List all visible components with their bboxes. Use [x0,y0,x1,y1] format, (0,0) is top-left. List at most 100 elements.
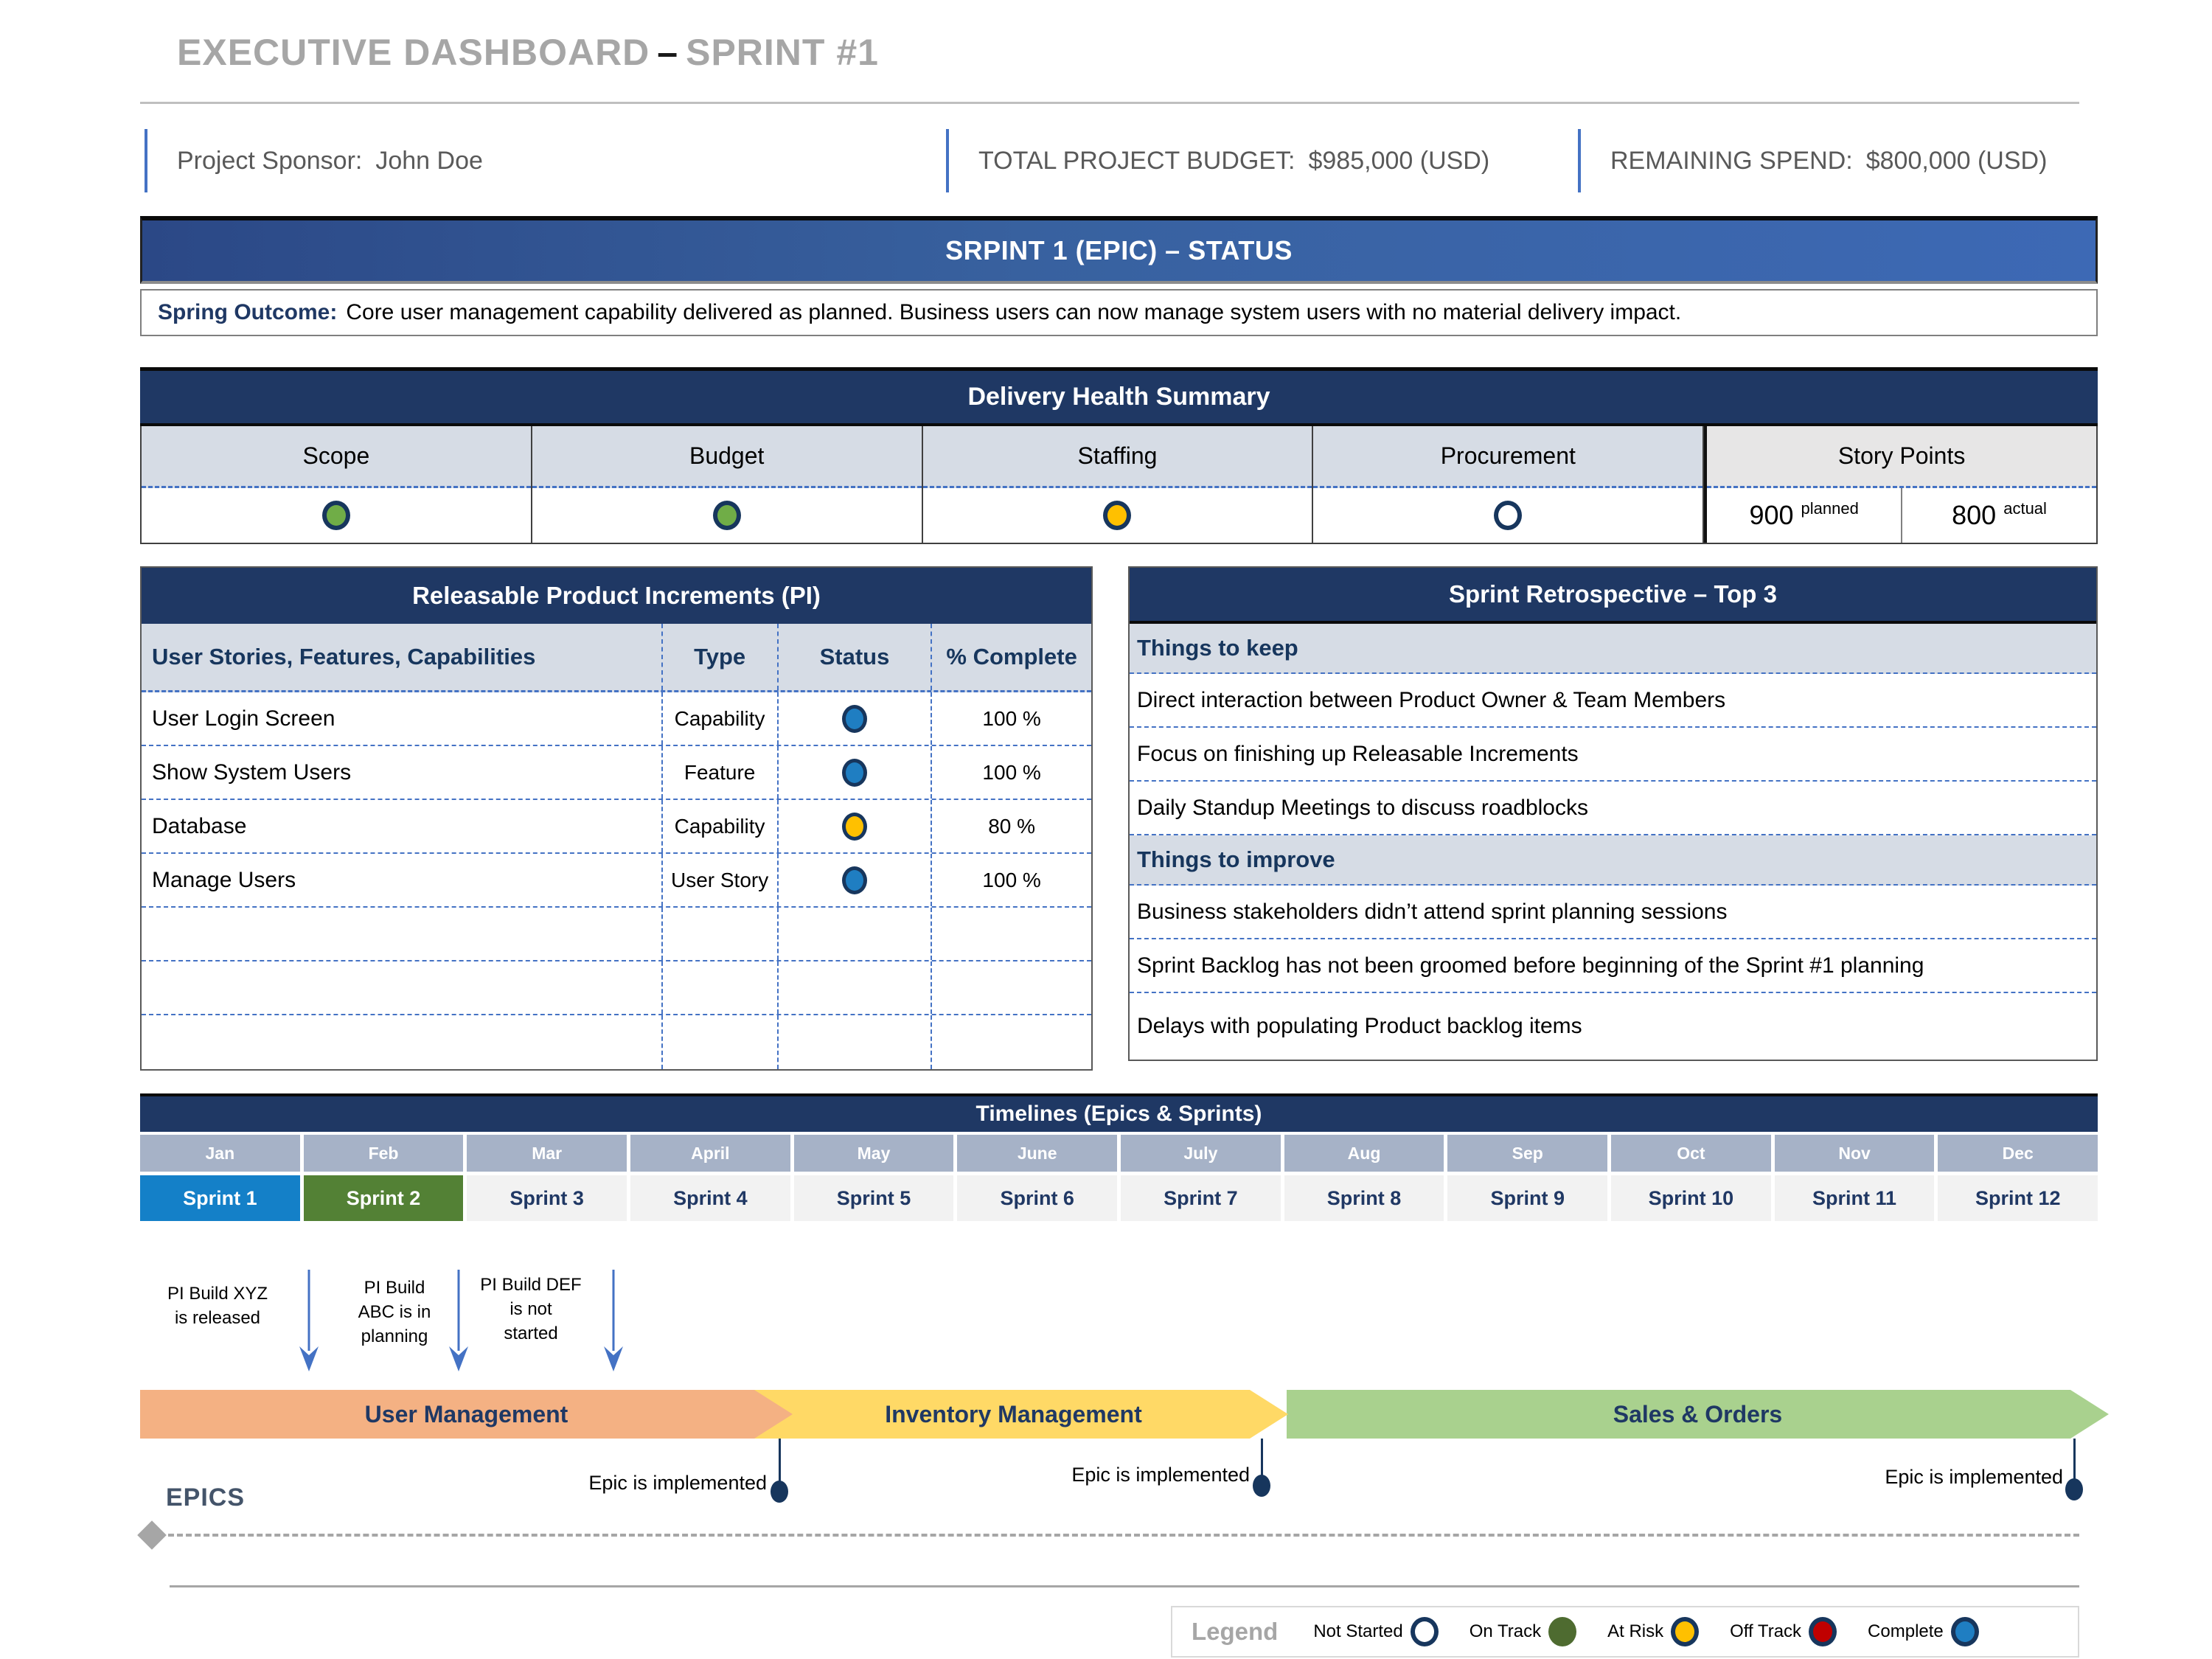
status-dot-complete [841,758,867,787]
pi-cell-status [776,961,931,1014]
sprint-row: Sprint 1 Sprint 2 Sprint 3 Sprint 4 Spri… [140,1175,2098,1221]
marker-line [779,1439,781,1484]
sprint-cell: Sprint 8 [1284,1175,1444,1221]
delivery-health-summary: Delivery Health Summary Scope Budget Sta… [140,367,2098,544]
down-arrow-icon [601,1270,626,1373]
health-col-story-points: Story Points 900 planned 800 actual [1704,426,2096,543]
sprint-status-banner: SRPINT 1 (EPIC) – STATUS [140,216,2098,284]
status-dot-complete [1950,1617,1979,1646]
pi-cell-name: Database [152,813,247,838]
milestone-diamond [137,1520,167,1550]
pi-cell-status [776,800,931,852]
pi-column-headers: User Stories, Features, Capabilities Typ… [142,624,1091,692]
sprint-cell: Sprint 9 [1447,1175,1608,1221]
annotation-pi-build-abc: PI Build ABC is in planning [358,1278,431,1346]
pi-cell-complete [931,961,1091,1014]
month-cell: Dec [1938,1135,2098,1172]
sprint-cell: Sprint 12 [1938,1175,2098,1221]
annotation-pi-build-xyz: PI Build XYZ is released [167,1284,268,1328]
budget-label: TOTAL PROJECT BUDGET: [978,146,1295,175]
pi-cell-name: Show System Users [152,759,352,785]
legend-item-at-risk: At Risk [1607,1617,1700,1646]
month-cell: April [630,1135,790,1172]
bottom-divider [170,1585,2079,1587]
table-row: Show System Users Feature 100 % [142,746,1091,800]
pi-cell-type: Feature [661,746,777,799]
month-cell: Nov [1774,1135,1935,1172]
pi-col-complete: % Complete [931,624,1091,690]
sprint-retrospective-panel: Sprint Retrospective – Top 3 Things to k… [1128,566,2098,1061]
sprint-cell: Sprint 4 [630,1175,790,1221]
epic-implemented-label: Epic is implemented [588,1472,767,1494]
epics-label: EPICS [166,1484,246,1512]
month-cell: Mar [467,1135,627,1172]
pi-cell-complete: 100 % [931,854,1091,906]
pi-cell-complete: 100 % [931,692,1091,745]
month-cell: May [793,1135,954,1172]
remaining-label: REMAINING SPEND: [1610,146,1853,175]
planned-label: planned [1801,499,1859,518]
health-label: Scope [142,426,531,488]
pi-cell-type: Capability [661,800,777,852]
epic-implemented-label: Epic is implemented [1071,1464,1250,1486]
status-dot-complete [841,866,867,894]
outcome-label: Spring Outcome: [158,300,338,324]
pi-cell-complete [931,1015,1091,1069]
epic-bar-sales-orders: Sales & Orders [1287,1390,2109,1439]
list-item: Direct interaction between Product Owner… [1130,674,2096,728]
pi-cell-name [142,1015,661,1069]
table-row: Manage Users User Story 100 % [142,854,1091,908]
milestone-dot [771,1481,788,1503]
legend-item-complete: Complete [1868,1617,1979,1646]
status-dot-complete [841,704,867,733]
pi-cell-type [661,961,777,1014]
health-col-scope: Scope [142,426,532,543]
milestone-dot [2065,1478,2083,1500]
accent-bar [1578,129,1581,192]
health-col-procurement: Procurement [1313,426,1705,543]
retro-title: Sprint Retrospective – Top 3 [1130,568,2096,624]
status-dot-on-track [321,501,350,530]
project-sponsor: Project Sponsor: John Doe [145,129,483,192]
table-row-empty [142,908,1091,961]
sponsor-label: Project Sponsor: [177,146,363,175]
health-label: Staffing [922,426,1312,488]
sprint-cell-active: Sprint 1 [140,1175,300,1221]
timeline-title: Timelines (Epics & Sprints) [140,1093,2098,1132]
pi-cell-name: Manage Users [152,867,296,892]
health-col-budget: Budget [532,426,923,543]
page-title: EXECUTIVE DASHBOARD – SPRINT #1 [177,31,879,74]
status-dot-at-risk [1103,501,1132,530]
legend-item-on-track: On Track [1470,1617,1577,1646]
month-cell: Aug [1284,1135,1444,1172]
table-row: User Login Screen Capability 100 % [142,692,1091,746]
legend-item-not-started: Not Started [1313,1617,1439,1646]
accent-bar [946,129,949,192]
marker-line [2073,1439,2076,1483]
pi-cell-status [776,692,931,745]
pi-cell-name [142,908,661,960]
pi-title: Releasable Product Increments (PI) [142,568,1091,624]
sponsor-value: John Doe [375,146,483,175]
things-to-keep-header: Things to keep [1130,624,2096,674]
actual-label: actual [2003,499,2047,518]
milestone-dot [1253,1475,1270,1497]
sprint-cell: Sprint 3 [467,1175,627,1221]
page-title-right: SPRINT #1 [686,32,879,73]
list-item: Sprint Backlog has not been groomed befo… [1130,939,2096,993]
pi-cell-type: Capability [661,692,777,745]
epic-bar-user-management: User Management [140,1390,793,1439]
list-item: Business stakeholders didn’t attend spri… [1130,886,2096,939]
sprint-cell-active: Sprint 2 [303,1175,464,1221]
list-item: Delays with populating Product backlog i… [1137,1014,1582,1038]
pi-cell-name: User Login Screen [152,706,335,731]
sprint-cell: Sprint 10 [1611,1175,1771,1221]
pi-col-name: User Stories, Features, Capabilities [152,644,536,669]
pi-cell-complete [931,908,1091,960]
month-row: Jan Feb Mar April May June July Aug Sep … [140,1135,2098,1172]
marker-line [1261,1439,1263,1479]
month-cell: Sep [1447,1135,1608,1172]
month-cell: Jan [140,1135,300,1172]
pi-cell-status [776,746,931,799]
pi-cell-complete: 100 % [931,746,1091,799]
